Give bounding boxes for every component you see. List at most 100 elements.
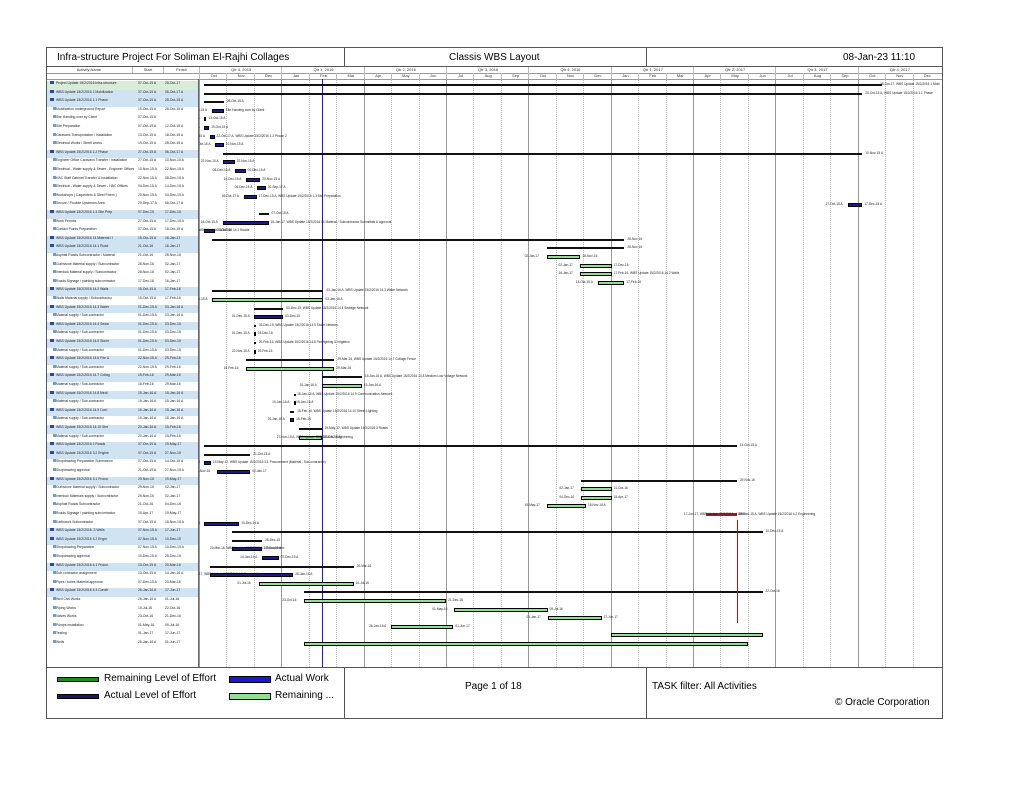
activity-row[interactable]: Shopdrawing Preparation 07-Nov-15 A 10-Dec…: [47, 545, 198, 554]
remaining-work-bar[interactable]: [245, 366, 335, 371]
wbs-summary-bar[interactable]: [204, 84, 883, 86]
activity-row[interactable]: Earthwork Subcontractor 07-Oct-15 A 15-Nov…: [47, 519, 198, 529]
actual-work-bar[interactable]: [211, 108, 224, 113]
actual-work-bar[interactable]: [217, 470, 251, 474]
remaining-work-bar[interactable]: [581, 495, 612, 500]
remaining-work-bar[interactable]: [298, 435, 322, 440]
wbs-row[interactable]: WBS Update 15/2/2016 14.9 Com 10-Jan-16 A…: [47, 407, 198, 417]
remaining-work-bar[interactable]: [580, 263, 612, 268]
actual-work-bar[interactable]: [215, 143, 224, 148]
activity-row[interactable]: Material supply / Sub-contractor 15-Jan-1…: [47, 399, 198, 408]
actual-work-bar[interactable]: [847, 203, 863, 208]
activity-row[interactable]: Interlock Materials supply / Subcontract…: [47, 493, 198, 503]
activity-row[interactable]: Roads Signage / painting subcontractor 17…: [47, 278, 198, 288]
activity-row[interactable]: Electrical - Water supply & Sewer - HAC …: [47, 184, 198, 193]
activity-row[interactable]: Site Handing over by Client 07-Oct-15 A: [47, 115, 198, 124]
activity-row[interactable]: Electrical - Water supply & Sewer - Engi…: [47, 167, 198, 176]
wbs-row[interactable]: WBS Update 15/2/2016 14.8 Medi 15-Jan-16 …: [47, 390, 198, 400]
activity-row[interactable]: Asphalt Roads Subcontractor / Material 21…: [47, 253, 198, 262]
wbs-row[interactable]: Project Update 15/2/2016 Infra-structure…: [47, 81, 198, 90]
actual-work-bar[interactable]: [204, 229, 215, 234]
actual-work-bar[interactable]: [209, 573, 294, 578]
actual-work-bar[interactable]: [204, 117, 207, 122]
activity-row[interactable]: HAC Staff Cabinet Transfer & Installatio…: [47, 175, 198, 185]
wbs-row[interactable]: WBS Update 15/2/2016 1.2 Phase 27-Oct-15 …: [47, 149, 198, 159]
activity-row[interactable]: Wells 26-Jan-16 A 01-Jun-17: [47, 640, 198, 649]
activity-row[interactable]: Shopdrawing approval 10-Dec-15 A 28-Dec-15: [47, 554, 198, 563]
remaining-work-bar[interactable]: [546, 255, 581, 259]
activity-row[interactable]: Material supply / Sub-contractor 10-Jan-1…: [47, 416, 198, 425]
actual-work-bar[interactable]: [231, 547, 263, 552]
actual-work-bar[interactable]: [209, 134, 215, 139]
wbs-row[interactable]: WBS Update 15/2/2016 .3 Wells 07-Nov-15 A…: [47, 528, 198, 537]
remaining-work-bar[interactable]: [548, 616, 602, 621]
wbs-row[interactable]: WBS Update 15/2/2016 4.2 Engin 07-Nov-15 …: [47, 536, 198, 546]
activity-row[interactable]: Engineer Office Caravans Transfer / Inst…: [47, 158, 198, 167]
activity-row[interactable]: Work Permits 27-Oct-15 A 17-Dec-15 A: [47, 218, 198, 228]
wbs-summary-bar[interactable]: [231, 539, 263, 542]
wbs-summary-bar[interactable]: [204, 101, 224, 104]
actual-work-bar[interactable]: [245, 177, 261, 182]
remaining-work-bar[interactable]: [259, 581, 354, 586]
wbs-row[interactable]: WBS Update 15/2/2016 3.1 Procur 29-Nov-16…: [47, 476, 198, 486]
wbs-summary-bar[interactable]: [204, 445, 737, 448]
remaining-work-bar[interactable]: [321, 384, 362, 388]
wbs-summary-bar[interactable]: [253, 342, 256, 344]
activity-row[interactable]: Roads Signage / painting subcontractor 15…: [47, 511, 198, 520]
critical-activity-bar[interactable]: [705, 513, 737, 516]
wbs-row[interactable]: WBS Update 15/2/2016 1.1 Phase 07-Oct-15 …: [47, 98, 198, 107]
activity-row[interactable]: Walls Material supply / Subcontractor 15-…: [47, 296, 198, 305]
wbs-row[interactable]: WBS Update 15/2/2016 14.10 Stre 20-Jan-16…: [47, 425, 198, 434]
activity-row[interactable]: Asphalt Roads Subcontractor 21-Oct-16 04-D…: [47, 502, 198, 511]
wbs-summary-bar[interactable]: [253, 324, 256, 327]
wbs-row[interactable]: WBS Update 15/2/2016 1 Mobilization 07-Oc…: [47, 89, 198, 99]
actual-work-bar[interactable]: [294, 401, 297, 406]
remaining-work-bar[interactable]: [304, 599, 446, 603]
remaining-work-bar[interactable]: [597, 280, 625, 285]
wbs-summary-bar[interactable]: [209, 565, 354, 568]
activity-row[interactable]: Electrical Works / Street works 19-Oct-15…: [47, 141, 198, 150]
actual-work-bar[interactable]: [222, 160, 235, 165]
wbs-row[interactable]: WBS Update 15/2/2016 14.1 Road 21-Oct-16 1…: [47, 244, 198, 253]
actual-work-bar[interactable]: [222, 220, 269, 225]
activity-row[interactable]: Material supply / Sub-contractor 20-Jan-1…: [47, 433, 198, 443]
remaining-work-bar[interactable]: [391, 624, 454, 629]
activity-row[interactable]: Material supply / Sub-contractor 01-Dec-1…: [47, 313, 198, 322]
activity-row[interactable]: Pipes / tubes Material approval 07-Dec-15…: [47, 579, 198, 589]
activity-row[interactable]: Well Civil Works 26-Jan-16 A 01-Jul-16: [47, 597, 198, 606]
activity-row[interactable]: Secure / Provide Upstream Area 20-Sep-17 …: [47, 201, 198, 210]
activity-row[interactable]: Piping Works 10-Jul-16 22-Oct-16: [47, 605, 198, 615]
actual-work-bar[interactable]: [234, 169, 246, 173]
activity-row[interactable]: Material supply / Sub-contractor 01-Dec-1…: [47, 330, 198, 339]
activity-row[interactable]: Material supply / Sub-contractor 22-Nov-1…: [47, 364, 198, 374]
wbs-row[interactable]: WBS Update 15/2/2016 14.7 Collag 15-Feb-1…: [47, 373, 198, 382]
actual-work-bar[interactable]: [289, 418, 295, 423]
wbs-row[interactable]: WBS Update 15/2/2016 14.4 Sewa 01-Dec-15 …: [47, 321, 198, 331]
wbs-summary-bar[interactable]: [211, 238, 625, 241]
activity-row[interactable]: Curbstone Material supply / Subcontracto…: [47, 485, 198, 494]
actual-work-bar[interactable]: [204, 461, 211, 466]
wbs-summary-bar[interactable]: [298, 428, 322, 430]
wbs-summary-bar[interactable]: [253, 307, 284, 310]
wbs-row[interactable]: WBS Update 15/2/2016 14.6 Fire & 22-Nov-1…: [47, 356, 198, 365]
activity-row[interactable]: Curbstone Material supply / Subcontracto…: [47, 261, 198, 271]
activity-row[interactable]: Interlock Material supply / Subcontracto…: [47, 270, 198, 279]
wbs-summary-bar[interactable]: [546, 247, 625, 250]
wbs-summary-bar[interactable]: [204, 453, 251, 456]
activity-row[interactable]: Contact Points Preparation 07-Oct-15 A 18-…: [47, 227, 198, 236]
actual-work-bar[interactable]: [253, 349, 256, 354]
actual-work-bar[interactable]: [204, 521, 240, 526]
wbs-row[interactable]: WBS Update 15/2/2016 14.2 Walls 15-Oct-15…: [47, 287, 198, 296]
activity-row[interactable]: Pumps installation 01-May-16 09-Jul-16: [47, 622, 198, 632]
remaining-work-bar[interactable]: [304, 642, 748, 646]
wbs-row[interactable]: WBS Update 15/2/2016 14 Material / I 15-O…: [47, 235, 198, 245]
remaining-work-bar[interactable]: [546, 504, 586, 509]
remaining-work-bar[interactable]: [580, 272, 612, 277]
activity-row[interactable]: Site Preparation 07-Oct-15 A 12-Oct-15 A: [47, 124, 198, 133]
wbs-summary-bar[interactable]: [259, 213, 269, 215]
actual-work-bar[interactable]: [204, 126, 210, 130]
activity-row[interactable]: Caravans Transportation / Installation 13…: [47, 132, 198, 142]
remaining-work-bar[interactable]: [211, 298, 324, 302]
wbs-summary-bar[interactable]: [321, 376, 362, 379]
activity-row[interactable]: Material supply / Sub-contractor 01-Dec-1…: [47, 347, 198, 357]
